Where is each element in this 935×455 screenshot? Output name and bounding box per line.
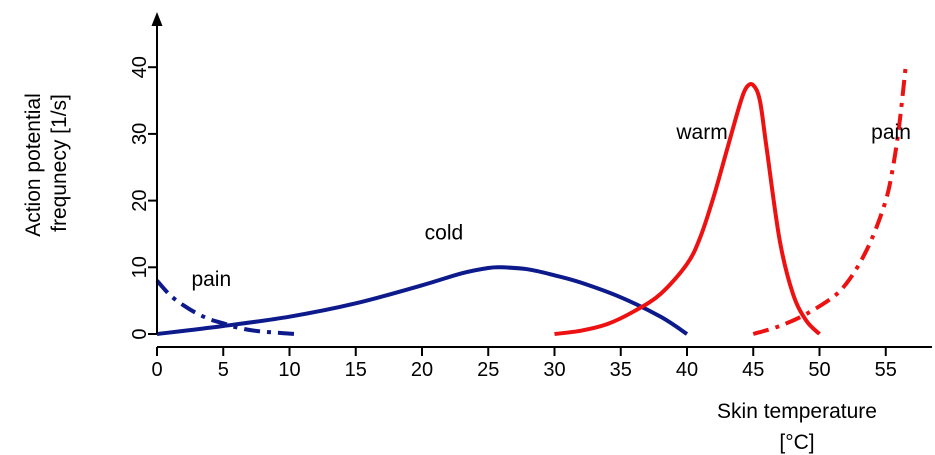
x-tick-label: 10 [278, 359, 300, 381]
x-tick-label: 55 [875, 359, 897, 381]
series-line-cold-0 [156, 265, 689, 336]
series-line-pain-3 [752, 66, 908, 336]
y-tick-label: 30 [129, 123, 151, 145]
annotation-layer: cold warm pain pain [191, 121, 910, 291]
x-tick-label: 45 [742, 359, 764, 381]
series-line-pain-2 [155, 279, 301, 336]
y-tick-label: 0 [129, 328, 151, 339]
x-tick-label: 40 [676, 359, 698, 381]
x-axis-title-line1: Skin temperature [717, 400, 877, 423]
annotation-label-cold: cold [425, 221, 464, 244]
x-tick-label: 0 [151, 359, 162, 381]
x-tick-label: 5 [218, 359, 229, 381]
x-axis-title-line2: [°C] [779, 431, 814, 454]
annotation-label-pain: pain [871, 121, 911, 144]
annotation-label-warm: warm [675, 121, 727, 144]
labels-layer: Action potential frequnecy [1/s] Skin te… [22, 93, 877, 454]
ticks-layer: 0 5 10 15 20 25 30 35 40 45 50 55 0 10 20 30 40 [129, 56, 897, 381]
x-tick-label: 50 [808, 359, 830, 381]
x-tick-label: 20 [411, 359, 433, 381]
y-axis-title-line2: frequnecy [1/s] [48, 94, 71, 232]
annotation-label-pain: pain [191, 268, 231, 291]
x-tick-label: 35 [610, 359, 632, 381]
y-axis-arrow-icon [151, 12, 163, 26]
series-line-warm-1 [554, 82, 821, 336]
y-tick-label: 10 [129, 256, 151, 278]
x-tick-label: 15 [345, 359, 367, 381]
x-tick-label: 30 [543, 359, 565, 381]
y-axis-title-line1: Action potential [22, 93, 45, 237]
y-tick-label: 20 [129, 189, 151, 211]
axes-layer [151, 12, 932, 348]
y-tick-label: 40 [129, 56, 151, 78]
series-layer [155, 66, 908, 336]
x-tick-label: 25 [477, 359, 499, 381]
